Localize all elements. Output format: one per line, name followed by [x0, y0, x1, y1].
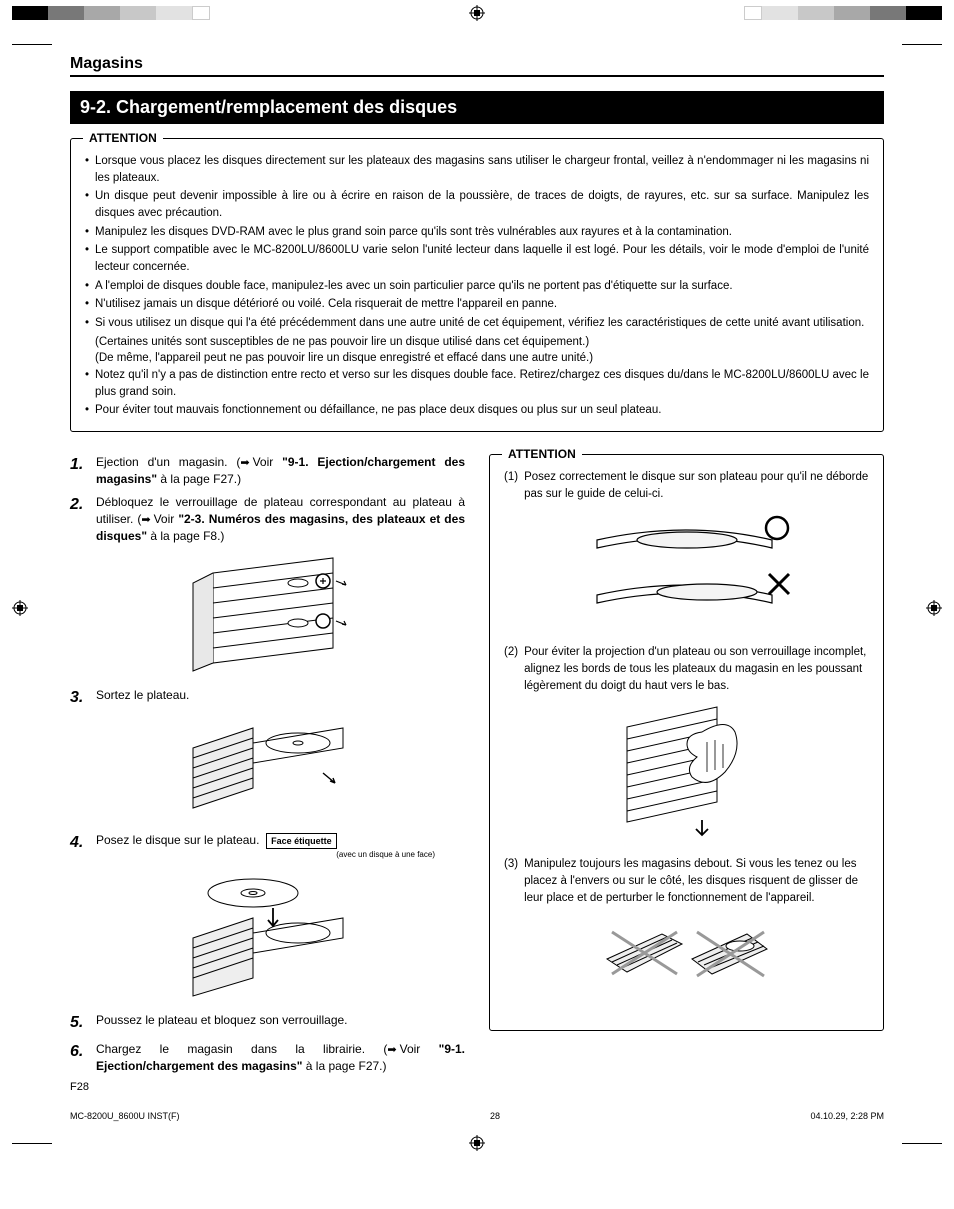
step-text: Sortez le plateau. — [96, 687, 465, 709]
item-text: Posez correctement le disque sur son pla… — [524, 469, 869, 502]
registration-bar-right — [744, 6, 942, 20]
step-4: 4. Posez le disque sur le plateau. Face … — [70, 832, 465, 861]
left-column: 1. Ejection d'un magasin. (Voir "9-1. Ej… — [70, 454, 465, 1093]
attention-box-right: ATTENTION (1) Posez correctement le disq… — [489, 454, 884, 1031]
step-text: Ejection d'un magasin. ( — [96, 455, 240, 469]
item-number: (1) — [504, 469, 518, 502]
attention-item: Manipulez les disques DVD-RAM avec le pl… — [85, 224, 869, 241]
step-2: 2. Débloquez le verrouillage de plateau … — [70, 494, 465, 545]
print-marks-top — [0, 0, 954, 26]
figure-attn-3 — [504, 914, 869, 1004]
section-title: Magasins — [70, 55, 884, 77]
figure-step3 — [70, 718, 465, 818]
ref-label: Voir — [253, 455, 283, 469]
figure-attn-1 — [504, 510, 869, 630]
attention-right-item-1: (1) Posez correctement le disque sur son… — [504, 469, 869, 502]
footer-page: 28 — [490, 1111, 500, 1121]
registration-target-top — [469, 5, 485, 21]
arrow-ref-icon — [141, 511, 153, 528]
item-number: (2) — [504, 644, 518, 694]
step-number: 3. — [70, 687, 90, 709]
attention-item: A l'emploi de disques double face, manip… — [85, 278, 869, 295]
crop-mark — [902, 44, 942, 45]
registration-target-right — [926, 600, 942, 619]
step-text: Posez le disque sur le plateau. — [96, 833, 259, 847]
attention-item: Notez qu'il n'y a pas de distinction ent… — [85, 367, 869, 400]
attention-right-item-3: (3) Manipulez toujours les magasins debo… — [504, 856, 869, 906]
attention-subline: (De même, l'appareil peut ne pas pouvoir… — [85, 350, 869, 367]
attention-legend: ATTENTION — [502, 446, 582, 463]
attention-item: Lorsque vous placez les disques directem… — [85, 153, 869, 186]
step-number: 6. — [70, 1041, 90, 1075]
section-heading-bar: 9-2. Chargement/remplacement des disques — [70, 91, 884, 124]
attention-item: Pour éviter tout mauvais fonctionnement … — [85, 402, 869, 419]
registration-target-left — [12, 600, 28, 619]
step-3: 3. Sortez le plateau. — [70, 687, 465, 709]
step-5: 5. Poussez le plateau et bloquez son ver… — [70, 1012, 465, 1034]
arrow-ref-icon — [387, 1041, 399, 1058]
attention-legend: ATTENTION — [83, 130, 163, 147]
figure-attn-2 — [504, 702, 869, 842]
registration-bar-left — [12, 6, 210, 20]
item-number: (3) — [504, 856, 518, 906]
page-content: Magasins 9-2. Chargement/remplacement de… — [0, 45, 954, 1103]
document-footer: MC-8200U_8600U INST(F) 28 04.10.29, 2:28… — [0, 1103, 954, 1125]
ref-label: Voir — [400, 1042, 439, 1056]
footer-doc-id: MC-8200U_8600U INST(F) — [70, 1111, 180, 1121]
step-1: 1. Ejection d'un magasin. (Voir "9-1. Ej… — [70, 454, 465, 488]
face-label-sub: (avec un disque à une face) — [96, 849, 465, 860]
attention-item: Un disque peut devenir impossible à lire… — [85, 188, 869, 221]
attention-item: Si vous utilisez un disque qui l'a été p… — [85, 315, 869, 332]
step-text: Chargez le magasin dans la librairie. ( — [96, 1042, 387, 1056]
right-column: ATTENTION (1) Posez correctement le disq… — [489, 454, 884, 1093]
figure-step4 — [70, 868, 465, 998]
item-text: Manipulez toujours les magasins debout. … — [524, 856, 869, 906]
attention-item: N'utilisez jamais un disque détérioré ou… — [85, 296, 869, 313]
step-number: 4. — [70, 832, 90, 861]
step-text: à la page F8.) — [147, 529, 224, 543]
step-number: 2. — [70, 494, 90, 545]
attention-subline: (Certaines unités sont susceptibles de n… — [85, 334, 869, 351]
step-number: 1. — [70, 454, 90, 488]
arrow-ref-icon — [240, 454, 252, 471]
step-text: Poussez le plateau et bloquez son verrou… — [96, 1012, 465, 1034]
step-text: à la page F27.) — [302, 1059, 386, 1073]
step-number: 5. — [70, 1012, 90, 1034]
step-6: 6. Chargez le magasin dans la librairie.… — [70, 1041, 465, 1075]
step-text: à la page F27.) — [157, 472, 241, 486]
face-label-box: Face étiquette — [266, 833, 337, 850]
item-text: Pour éviter la projection d'un plateau o… — [524, 644, 869, 694]
attention-box-top: ATTENTION Lorsque vous placez les disque… — [70, 138, 884, 432]
crop-mark — [902, 1143, 942, 1144]
page-number: F28 — [70, 1081, 465, 1093]
crop-mark — [12, 1143, 52, 1144]
figure-step2 — [70, 553, 465, 673]
footer-timestamp: 04.10.29, 2:28 PM — [810, 1111, 884, 1121]
registration-target-bottom — [469, 1135, 485, 1151]
attention-right-item-2: (2) Pour éviter la projection d'un plate… — [504, 644, 869, 694]
crop-mark — [12, 44, 52, 45]
ref-label: Voir — [154, 512, 179, 526]
attention-item: Le support compatible avec le MC-8200LU/… — [85, 242, 869, 275]
